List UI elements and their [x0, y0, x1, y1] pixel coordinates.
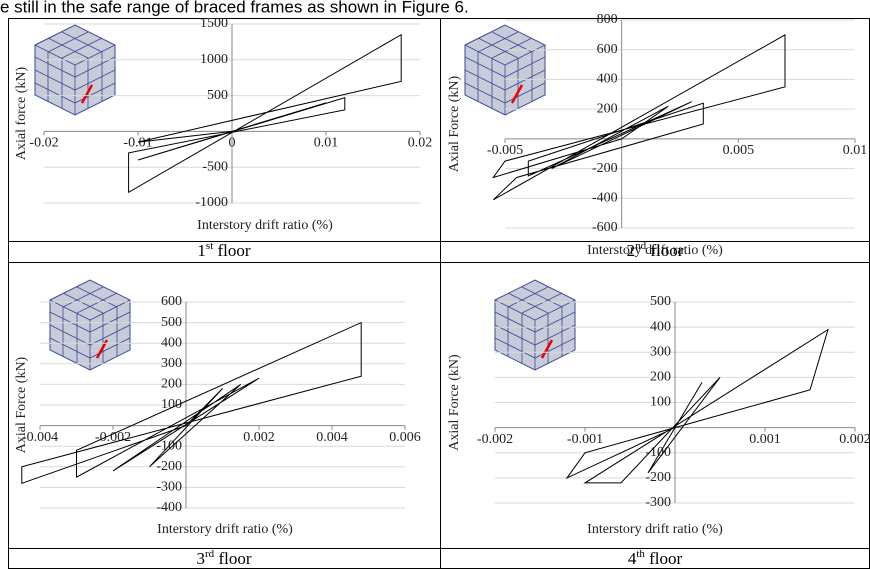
x-tick-label: -0.001 — [567, 432, 603, 447]
y-tick-label: 400 — [597, 72, 618, 87]
y-tick-label: -200 — [156, 459, 182, 474]
table-border — [9, 19, 870, 569]
y-tick-label: -400 — [592, 191, 618, 206]
y-tick-label: 500 — [161, 315, 182, 330]
y-tick-label: 400 — [161, 335, 182, 350]
x-tick-label: -0.02 — [29, 136, 58, 151]
y-tick-label: 1000 — [200, 52, 228, 67]
y-tick-label: -400 — [156, 500, 182, 515]
y-tick-label: -500 — [202, 159, 228, 174]
caption-number: 2 — [627, 241, 636, 260]
caption-word: floor — [218, 549, 251, 568]
y-tick-label: 100 — [650, 395, 671, 410]
x-tick-label: 0.02 — [408, 136, 433, 151]
x-tick-label: 0.002 — [243, 430, 275, 445]
building-inset — [35, 25, 115, 115]
caption-suffix: nd — [635, 240, 647, 252]
y-tick-label: 600 — [161, 294, 182, 309]
caption-number: 3 — [197, 549, 206, 568]
x-axis-label: Interstory drift ratio (%) — [587, 522, 723, 537]
x-tick-label: 0 — [229, 136, 236, 151]
y-tick-label: 300 — [650, 344, 671, 359]
x-tick-label: 0.004 — [316, 430, 348, 445]
y-tick-label: 300 — [161, 356, 182, 371]
x-tick-label: 0.001 — [749, 432, 781, 447]
y-tick-label: -200 — [645, 470, 671, 485]
x-axis-label: Interstory drift ratio (%) — [157, 522, 293, 537]
caption: 3rd floor — [197, 548, 252, 568]
x-tick-label: 0.01 — [843, 143, 868, 158]
y-tick-label: 1500 — [200, 16, 228, 31]
y-tick-label: 200 — [161, 377, 182, 392]
y-tick-label: -300 — [156, 480, 182, 495]
x-axis-label: Interstory drift ratio (%) — [197, 218, 333, 233]
caption-word: floor — [650, 241, 683, 260]
y-tick-label: 200 — [650, 370, 671, 385]
intro-text: e still in the safe range of braced fram… — [0, 0, 469, 16]
figure-page: e still in the safe range of braced fram… — [0, 0, 870, 569]
x-tick-label: -0.005 — [487, 143, 523, 158]
x-tick-label: 0.01 — [314, 136, 339, 151]
building-inset — [50, 280, 130, 370]
caption: 4th floor — [628, 548, 683, 568]
y-tick-label: 600 — [597, 42, 618, 57]
y-tick-label: 800 — [597, 12, 618, 27]
y-axis-label: Axial force (kN) — [14, 67, 29, 161]
y-tick-label: -200 — [592, 161, 618, 176]
y-tick-label: 500 — [650, 294, 671, 309]
building-inset — [495, 280, 575, 370]
y-tick-label: 200 — [597, 101, 618, 116]
x-tick-label: 0.005 — [723, 143, 755, 158]
y-axis-label: Axial Force (kN) — [447, 75, 462, 172]
y-tick-label: -600 — [592, 220, 618, 235]
caption-suffix: st — [206, 240, 213, 252]
y-tick-label: -1000 — [195, 195, 228, 210]
caption: 1st floor — [197, 240, 250, 260]
x-tick-label: 0.006 — [389, 430, 421, 445]
hysteresis-curve — [129, 35, 402, 193]
y-axis-label: Axial Force (kN) — [14, 356, 29, 453]
building-inset — [465, 25, 545, 115]
caption-word: floor — [218, 241, 251, 260]
y-tick-label: -300 — [645, 495, 671, 510]
x-tick-label: 0.002 — [839, 432, 870, 447]
y-axis-label: Axial Force (kN) — [447, 354, 462, 451]
y-tick-label: 500 — [207, 88, 228, 103]
x-tick-label: -0.002 — [477, 432, 513, 447]
caption-number: 1 — [197, 241, 206, 260]
x-tick-label: -0.01 — [123, 136, 152, 151]
caption-word: floor — [649, 549, 682, 568]
y-tick-label: 400 — [650, 319, 671, 334]
